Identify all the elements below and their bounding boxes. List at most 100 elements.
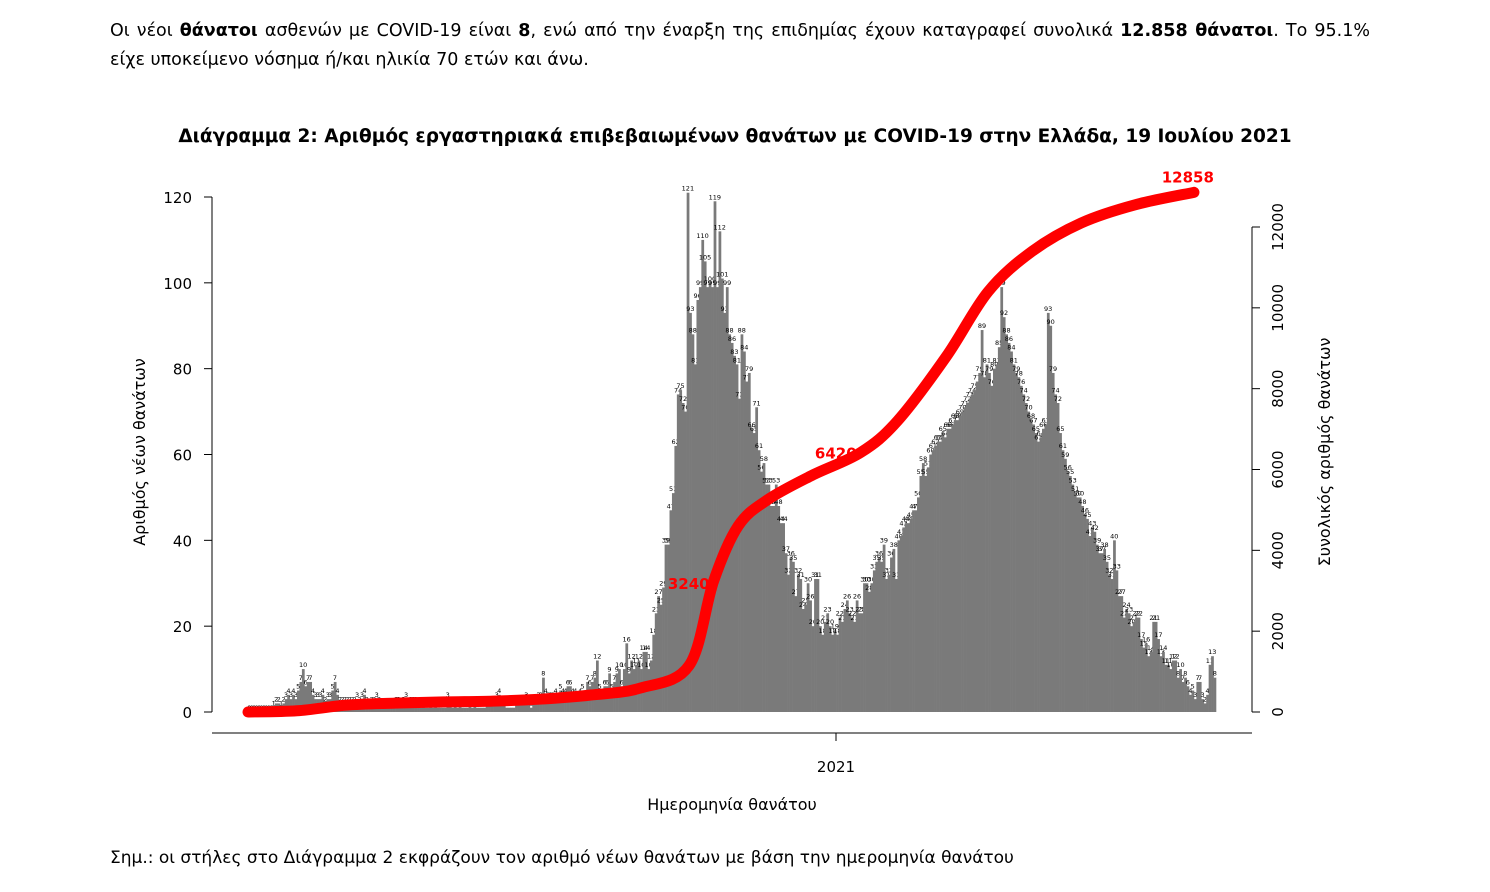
bar-value-label: 84 [1007,344,1015,352]
bar [456,707,460,712]
bar [943,437,947,712]
bar [1017,377,1021,712]
bar-value-label: 20 [816,618,824,626]
cumulative-label: 6420 [815,445,857,463]
bar-value-label: 93 [686,305,694,313]
right-axis-tick-label: 0 [1269,707,1287,717]
bar-value-label: 20 [809,618,817,626]
bar [451,707,455,712]
bar [1174,660,1178,712]
bar [419,707,423,712]
bar-value-label: 72 [679,395,687,403]
bar [1027,411,1031,712]
bar [490,703,494,712]
bar [1122,617,1126,712]
bar [1002,317,1006,712]
bar-value-label: 5 [330,683,334,691]
bar [909,518,913,712]
bar [539,699,543,712]
bar-value-label: 3 [326,691,330,699]
bar-value-label: 2 [338,695,342,703]
bar [1042,428,1045,712]
left-axis-tick-label: 120 [163,189,192,207]
bar [515,703,518,712]
bar-value-label: 44 [902,515,910,523]
bar [809,600,812,712]
bar-value-label: 22 [1120,610,1128,618]
bar [573,694,577,712]
bar-value-label: 2 [343,695,347,703]
bar-value-label: 14 [1147,644,1155,652]
bar-value-label: 15 [1140,640,1148,648]
bar [444,707,447,712]
bar-value-label: 2 [340,695,344,703]
bar-value-label: 121 [682,185,694,193]
bar [997,347,1001,712]
bar-value-label: 16 [1142,635,1150,643]
bar [1191,690,1195,712]
bar-value-label: 4 [497,687,501,695]
bar-value-label: 119 [709,193,721,201]
bar-value-label: 88 [689,326,697,334]
bar-value-label: 12 [593,653,601,661]
bar [762,463,766,712]
bar-value-label: 3 [316,691,320,699]
bar-value-label: 99 [703,279,711,287]
bar-value-label: 12 [647,653,655,661]
bar-value-label: 10 [620,661,628,669]
bar [845,600,849,712]
bar [578,694,582,712]
bar [843,609,847,712]
bar [471,707,474,712]
left-axis-tick-label: 80 [173,361,192,379]
bar [885,578,888,712]
bar [774,484,778,712]
bar [1120,596,1124,712]
bar [306,681,310,712]
bar [1171,660,1175,712]
bar-value-label: 4 [573,687,577,695]
bar-value-label: 81 [993,356,1001,364]
bar [887,574,891,712]
bar [1189,694,1192,712]
bar [970,394,974,712]
bar-value-label: 96 [694,292,702,300]
bar-value-label: 30 [860,575,868,583]
intro-paragraph: Οι νέοι θάνατοι ασθενών με COVID-19 είνα… [110,17,1370,75]
bar-value-label: 61 [755,442,763,450]
bar [850,617,854,712]
bar [894,578,898,712]
bar [841,621,844,712]
bar-value-label: 21 [850,614,858,622]
bar-value-label: 31 [882,571,890,579]
bar-value-label: 10 [1176,661,1184,669]
bar [1203,703,1207,712]
bar [1154,621,1158,712]
bar-value-label: 51 [669,485,677,493]
bar [387,707,391,712]
left-axis-tick-label: 0 [182,704,192,722]
bar-value-label: 50 [914,489,922,497]
bar-value-label: 21 [1152,614,1160,622]
right-axis-tick-label: 10000 [1269,284,1287,332]
bar-value-label: 23 [1125,605,1133,613]
bar-value-label: 31 [1108,571,1116,579]
bar [1007,342,1011,712]
bar-value-label: 81 [733,356,741,364]
bar-value-label: 3 [313,691,317,699]
bar-value-label: 12 [1171,653,1179,661]
bar [664,544,668,712]
bar-value-label: 63 [936,434,944,442]
bar-value-label: 71 [752,399,760,407]
bar [493,703,496,712]
bar [1076,497,1080,712]
bar [1113,540,1116,712]
bar-value-label: 4 [291,687,295,695]
bar [890,557,893,712]
bar-value-label: 3 [355,691,359,699]
bar-value-label: 18 [819,627,827,635]
bar-value-label: 2 [345,695,349,703]
bar-value-label: 32 [794,567,802,575]
bar-value-label: 25 [657,597,665,605]
bar [524,699,528,712]
